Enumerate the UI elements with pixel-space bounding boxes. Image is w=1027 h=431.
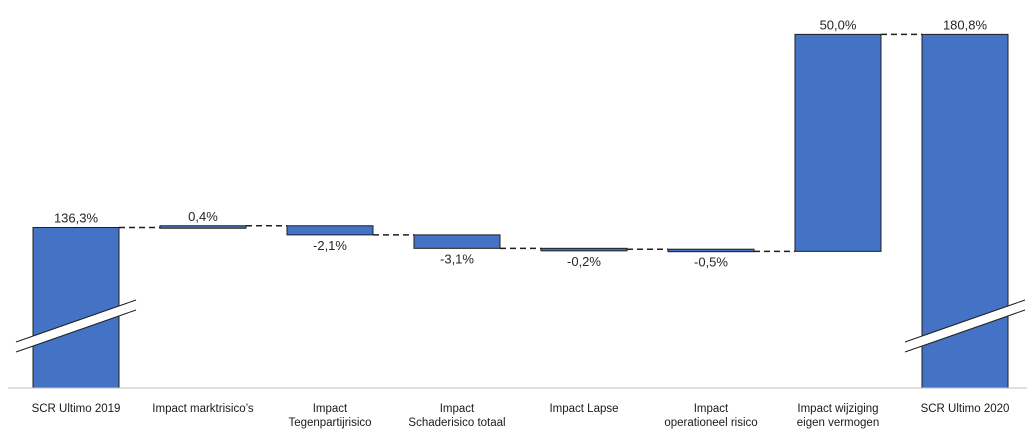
value-label-5: -0,2% (567, 254, 601, 269)
bar-7 (794, 33, 882, 252)
value-label-8: 180,8% (943, 17, 988, 32)
value-label-7: 50,0% (820, 17, 857, 32)
value-label-4: -3,1% (440, 251, 474, 266)
bar-1 (32, 227, 120, 389)
category-label-8: SCR Ultimo 2020 (921, 403, 1010, 415)
bar-3 (286, 225, 374, 236)
axis-break-line-top-8 (904, 299, 1026, 343)
axis-break-marks (15, 299, 1026, 353)
category-label-2: Impact marktrisico’s (152, 403, 254, 415)
bar-4 (413, 234, 501, 249)
category-label-3-line-2: Tegenpartijrisico (288, 417, 371, 429)
category-labels: SCR Ultimo 2019 Impact marktrisico’s Impac… (32, 403, 1010, 429)
category-label-7-line-1: Impact wijziging (797, 403, 878, 415)
value-label-3: -2,1% (313, 238, 347, 253)
value-label-2: 0,4% (188, 209, 218, 224)
axis-break-1 (16, 300, 136, 352)
connector-lines (119, 33, 922, 253)
axis-break-line-bottom-1 (15, 309, 137, 353)
category-label-5: Impact Lapse (549, 403, 618, 415)
value-labels: 136,3% 0,4% -2,1% -3,1% -0,2% -0,5% 50,0% 180,8… (54, 17, 988, 269)
bar-2 (159, 225, 247, 229)
category-label-4-line-2: Schaderisico totaal (408, 417, 505, 429)
category-label-7-line-2: eigen vermogen (797, 417, 879, 429)
category-label-3-line-1: Impact (313, 403, 348, 415)
bars (32, 33, 1009, 389)
category-label-4-line-1: Impact (440, 403, 475, 415)
bar-5 (540, 247, 628, 252)
axis-break-8 (905, 300, 1025, 352)
value-label-6: -0,5% (694, 255, 728, 270)
category-label-6-line-1: Impact (694, 403, 729, 415)
category-label-6-line-2: operationeel risico (664, 417, 757, 429)
axis-break-line-bottom-8 (904, 309, 1026, 353)
bar-6 (667, 248, 755, 253)
axis-break-line-top-1 (15, 299, 137, 343)
category-label-1: SCR Ultimo 2019 (32, 403, 121, 415)
value-label-1: 136,3% (54, 211, 99, 226)
